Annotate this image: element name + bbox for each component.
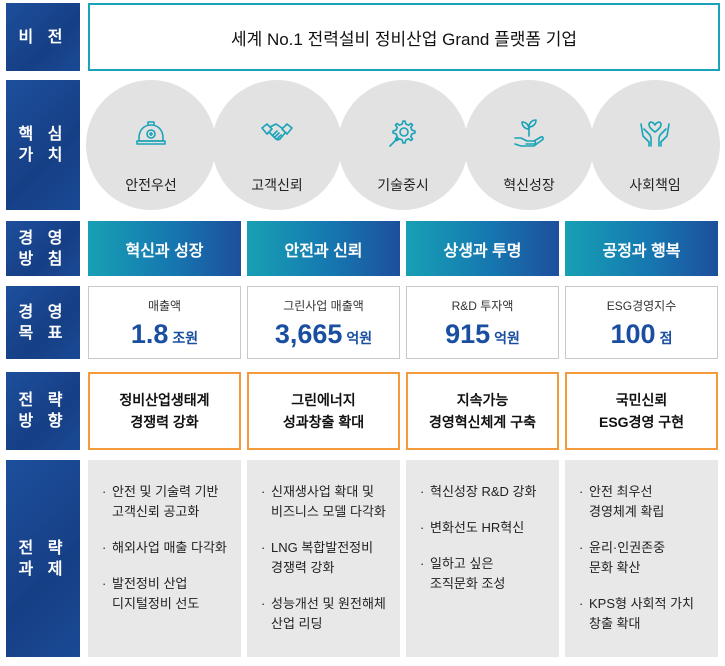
row-label-direction: 전 략 방 향 bbox=[6, 372, 80, 450]
sprout-hand-icon bbox=[512, 116, 546, 155]
row-label-policy: 경 영 방 침 bbox=[6, 221, 80, 276]
gear-wrench-icon bbox=[386, 116, 420, 155]
policy-coexistence-transparency: 상생과 투명 bbox=[406, 221, 559, 276]
direction-sustainability: 지속가능 경영혁신체계 구축 bbox=[406, 372, 559, 450]
core-value-label: 사회책임 bbox=[629, 177, 681, 193]
task-item: 안전 최우선 경영체계 확립 bbox=[579, 482, 710, 522]
core-value-label: 기술중시 bbox=[377, 177, 429, 193]
tasks-column-3: 혁신성장 R&D 강화 변화선도 HR혁신 일하고 싶은 조직문화 조성 bbox=[406, 460, 559, 657]
goal-value: 1.8 bbox=[130, 319, 169, 349]
tasks-column-2: 신재생사업 확대 및 비즈니스 모델 다각화 LNG 복합발전정비 경쟁력 강화… bbox=[247, 460, 400, 657]
core-value-label: 고객신뢰 bbox=[251, 177, 303, 193]
tasks-column-1: 안전 및 기술력 기반 고객신뢰 공고화 해외사업 매출 다각화 발전정비 산업… bbox=[88, 460, 241, 657]
direction-esg: 국민신뢰 ESG경영 구현 bbox=[565, 372, 718, 450]
helmet-icon bbox=[134, 116, 168, 155]
goal-unit: 억원 bbox=[346, 330, 373, 346]
tasks-column-4: 안전 최우선 경영체계 확립 윤리·인권존중 문화 확산 KPS형 사회적 가치… bbox=[565, 460, 718, 657]
goal-value: 915 bbox=[445, 319, 491, 349]
goal-label: 그린사업 매출액 bbox=[283, 299, 364, 313]
row-label-vision: 비 전 bbox=[6, 3, 80, 71]
core-value-technology: 기술중시 bbox=[338, 80, 468, 210]
core-value-safety: 안전우선 bbox=[86, 80, 216, 210]
task-item: LNG 복합발전정비 경쟁력 강화 bbox=[261, 538, 392, 578]
core-value-label: 혁신성장 bbox=[503, 177, 555, 193]
goal-label: R&D 투자액 bbox=[451, 299, 514, 313]
row-label-tasks: 전 략 과 제 bbox=[6, 460, 80, 657]
goal-value: 100 bbox=[610, 319, 656, 349]
task-item: 해외사업 매출 다각화 bbox=[102, 538, 233, 558]
vision-statement: 세계 No.1 전력설비 정비산업 Grand 플랫폼 기업 bbox=[88, 3, 720, 71]
core-values-row: 안전우선 고객신뢰 기술중시 bbox=[86, 80, 722, 210]
task-item: 변화선도 HR혁신 bbox=[420, 518, 551, 538]
task-item: 발전정비 산업 디지털정비 선도 bbox=[102, 574, 233, 614]
task-item: 안전 및 기술력 기반 고객신뢰 공고화 bbox=[102, 482, 233, 522]
row-label-goals: 경 영 목 표 bbox=[6, 286, 80, 359]
goal-unit: 점 bbox=[659, 330, 673, 346]
task-item: 일하고 싶은 조직문화 조성 bbox=[420, 554, 551, 594]
policy-innovation-growth: 혁신과 성장 bbox=[88, 221, 241, 276]
core-value-label: 안전우선 bbox=[125, 177, 177, 193]
task-item: 윤리·인권존중 문화 확산 bbox=[579, 538, 710, 578]
goal-revenue: 매출액 1.8 조원 bbox=[88, 286, 241, 359]
goal-unit: 억원 bbox=[494, 330, 520, 346]
core-value-growth: 혁신성장 bbox=[464, 80, 594, 210]
goal-value: 3,665 bbox=[274, 319, 343, 349]
policy-safety-trust: 안전과 신뢰 bbox=[247, 221, 400, 276]
task-item: KPS형 사회적 가치 창출 확대 bbox=[579, 594, 710, 634]
task-item: 성능개선 및 원전해체 산업 리딩 bbox=[261, 594, 392, 634]
policy-fairness-happiness: 공정과 행복 bbox=[565, 221, 718, 276]
goal-esg-index: ESG경영지수 100 점 bbox=[565, 286, 718, 359]
handshake-icon bbox=[260, 116, 294, 155]
direction-ecosystem: 정비산업생태계 경쟁력 강화 bbox=[88, 372, 241, 450]
task-item: 혁신성장 R&D 강화 bbox=[420, 482, 551, 502]
goal-rnd-investment: R&D 투자액 915 억원 bbox=[406, 286, 559, 359]
row-label-core-values: 핵 심 가 치 bbox=[6, 80, 80, 210]
heart-hands-icon bbox=[638, 116, 672, 155]
core-value-responsibility: 사회책임 bbox=[590, 80, 720, 210]
direction-green-energy: 그린에너지 성과창출 확대 bbox=[247, 372, 400, 450]
goal-green-revenue: 그린사업 매출액 3,665 억원 bbox=[247, 286, 400, 359]
goal-unit: 조원 bbox=[172, 330, 199, 346]
goal-label: 매출액 bbox=[147, 299, 182, 313]
task-item: 신재생사업 확대 및 비즈니스 모델 다각화 bbox=[261, 482, 392, 522]
core-value-trust: 고객신뢰 bbox=[212, 80, 342, 210]
goal-label: ESG경영지수 bbox=[606, 299, 677, 313]
